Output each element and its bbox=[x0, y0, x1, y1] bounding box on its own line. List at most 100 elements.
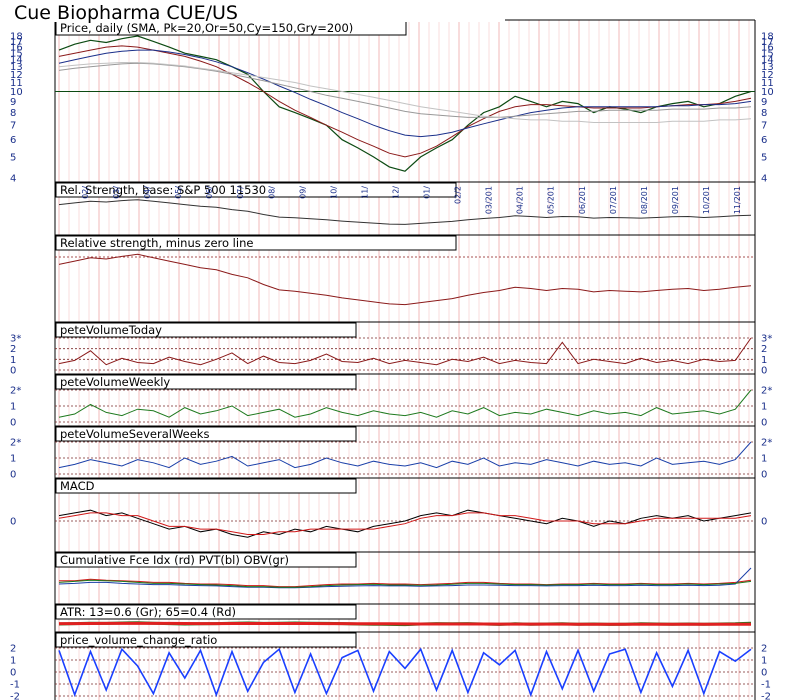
series-line bbox=[58, 62, 752, 118]
y-tick-label-left: 1 bbox=[10, 454, 16, 465]
y-tick-label-right: 4 bbox=[761, 174, 767, 185]
y-tick-label-right: 0 bbox=[761, 517, 767, 528]
panel-label: peteVolumeToday bbox=[60, 323, 162, 337]
series-line bbox=[58, 62, 752, 123]
y-tick-label-left: -1 bbox=[10, 680, 20, 691]
panel-label-box bbox=[55, 478, 357, 494]
y-tick-label-left: 4 bbox=[10, 174, 16, 185]
y-tick-label-left: 0 bbox=[10, 470, 16, 481]
series-line bbox=[58, 647, 752, 698]
panel-label: peteVolumeSeveralWeeks bbox=[60, 427, 209, 441]
y-tick-label-right: 0 bbox=[761, 366, 767, 377]
y-tick-label-left: 1 bbox=[10, 402, 16, 413]
title-box bbox=[0, 0, 505, 22]
y-tick-label-right: -2 bbox=[761, 692, 771, 700]
date-tick-label: 09/201 bbox=[671, 186, 680, 214]
y-tick-label-left: 10 bbox=[10, 87, 23, 98]
date-tick-label: 07/ bbox=[236, 186, 245, 199]
date-tick-label: 10/ bbox=[329, 186, 338, 199]
y-tick-label-right: 14 bbox=[761, 55, 774, 66]
date-tick-label: 03/ bbox=[112, 186, 121, 199]
series-line bbox=[58, 199, 752, 225]
y-tick-label-right: 11 bbox=[761, 78, 774, 89]
y-tick-label-right: 5 bbox=[761, 152, 767, 163]
y-tick-label-right: 15 bbox=[761, 49, 774, 60]
panel bbox=[54, 551, 756, 604]
date-tick-label: 06/201 bbox=[578, 186, 587, 214]
y-tick-label-left: 11 bbox=[10, 78, 23, 89]
date-tick-label: 02/ bbox=[81, 186, 90, 199]
y-tick-label-right: 3* bbox=[761, 334, 772, 345]
y-tick-label-right: 1 bbox=[761, 355, 767, 366]
series-line bbox=[58, 337, 752, 366]
y-tick-label-right: 2 bbox=[761, 644, 767, 655]
panel-label-box bbox=[55, 604, 357, 620]
y-tick-label-left: 15 bbox=[10, 49, 23, 60]
y-tick-label-left: 2 bbox=[10, 644, 16, 655]
y-tick-label-left: 0 bbox=[10, 418, 16, 429]
panel: 2* 2* 1 1 0 0 bbox=[10, 425, 772, 481]
y-tick-label-left: 7 bbox=[10, 121, 16, 132]
y-tick-label-right: 17 bbox=[761, 37, 774, 48]
date-tick-label: 05/ bbox=[174, 186, 183, 199]
panel-label: ATR: 13=0.6 (Gr); 65=0.4 (Rd) bbox=[60, 605, 236, 619]
date-tick-label: 11/201 bbox=[733, 186, 742, 214]
y-tick-label-right: 18 bbox=[761, 32, 774, 43]
y-tick-label-right: 1 bbox=[761, 402, 767, 413]
panel-label: MACD bbox=[60, 479, 95, 493]
y-tick-label-right: 9 bbox=[761, 97, 767, 108]
y-tick-label-right: 12 bbox=[761, 70, 774, 81]
date-tick-label: 05/201 bbox=[547, 186, 556, 214]
y-tick-label-left: 17 bbox=[10, 37, 23, 48]
date-tick-label: 03/201 bbox=[485, 186, 494, 214]
y-tick-label-left: 1 bbox=[10, 656, 16, 667]
panel-label: Relative strength, minus zero line bbox=[60, 236, 253, 250]
series-line bbox=[58, 49, 752, 138]
y-tick-label-left: 0 bbox=[10, 366, 16, 377]
y-tick-label-left: 12 bbox=[10, 70, 23, 81]
date-tick-label: 11/ bbox=[360, 186, 369, 199]
date-tick-label: 01/ bbox=[423, 186, 432, 199]
panel-label-box bbox=[55, 426, 357, 442]
series-line bbox=[59, 578, 752, 588]
series-line bbox=[58, 567, 752, 589]
panel-label-box bbox=[55, 374, 357, 390]
panel: 3* 3*2 21 10 0 bbox=[10, 321, 772, 377]
date-tick-label: 09/ bbox=[298, 186, 307, 199]
y-tick-label-left: 2 bbox=[10, 344, 16, 355]
y-tick-label-right: 2* bbox=[761, 386, 772, 397]
date-tick-label: 10/201 bbox=[702, 186, 711, 214]
series-line bbox=[58, 253, 752, 306]
y-tick-label-right: 2* bbox=[761, 438, 772, 449]
series-line bbox=[58, 509, 752, 538]
y-tick-label-right: 13 bbox=[761, 62, 774, 73]
panel: 2* 2* 1 1 0 0 bbox=[10, 373, 772, 429]
y-tick-label-left: 13 bbox=[10, 62, 23, 73]
y-tick-label-right: 16 bbox=[761, 43, 774, 54]
y-tick-label-right: 0 bbox=[761, 418, 767, 429]
y-tick-label-left: 14 bbox=[10, 55, 23, 66]
y-tick-label-left: 8 bbox=[10, 108, 16, 119]
date-tick-label: 04/201 bbox=[516, 186, 525, 214]
panel-label-box bbox=[55, 552, 357, 568]
panel: 2 21 10 0-1 -1-2 -2 bbox=[10, 631, 771, 700]
date-tick-label: 02/2 bbox=[454, 186, 463, 204]
y-tick-label-left: 9 bbox=[10, 97, 16, 108]
panel-label-box bbox=[55, 182, 457, 198]
y-tick-label-right: 0 bbox=[761, 470, 767, 481]
panel-label: peteVolumeWeekly bbox=[60, 375, 170, 389]
panel-label-box bbox=[55, 632, 357, 648]
y-tick-label-right: 6 bbox=[761, 135, 767, 146]
series-line bbox=[58, 389, 752, 418]
y-tick-label-left: 2* bbox=[10, 438, 21, 449]
date-tick-label: 06/ bbox=[205, 186, 214, 199]
series-line bbox=[59, 621, 751, 626]
y-tick-label-left: 0 bbox=[10, 517, 16, 528]
y-tick-label-right: 7 bbox=[761, 121, 767, 132]
date-tick-label: 12/ bbox=[392, 186, 401, 199]
y-tick-label-left: 2* bbox=[10, 386, 21, 397]
y-tick-label-left: 1 bbox=[10, 355, 16, 366]
